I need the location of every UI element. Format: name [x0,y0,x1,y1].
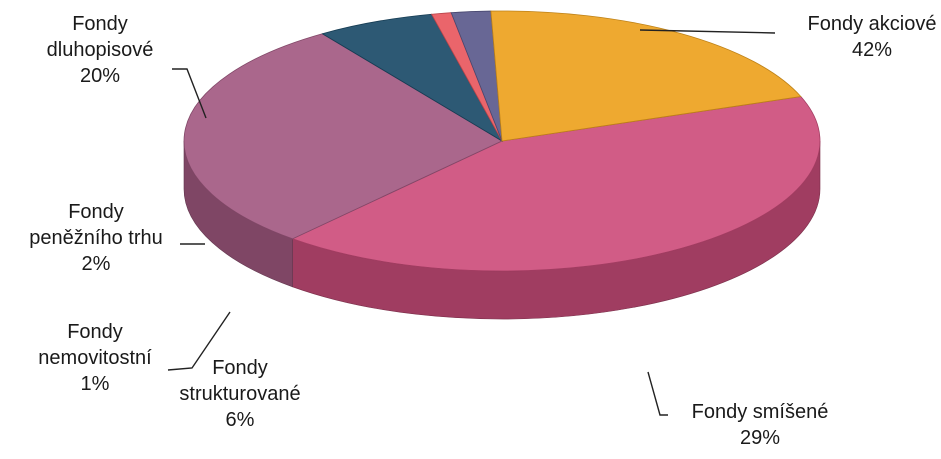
leader-line-0 [639,29,776,34]
pie-slice-2 [321,13,504,143]
slice-label-4-line-0: Fondy [68,201,124,223]
slice-percent-3: 1% [81,373,110,395]
slice-label-3-line-1: nemovitostní [38,347,152,369]
slice-percent-1: 29% [740,427,780,449]
leader-line-5 [172,68,207,119]
slice-label-5-line-0: Fondy [72,13,128,35]
slice-label-2-line-1: strukturované [179,383,300,405]
slice-label-0-line-0: Fondy akciové [808,13,937,35]
slice-label-1-line-0: Fondy smíšené [692,401,829,423]
leader-lines [167,29,776,416]
pie-slice-5 [490,10,802,142]
slice-labels: Fondy akciové 42% Fondy smíšené 29% Fondy str… [29,13,936,449]
pie-slice-0 [291,96,821,272]
slice-percent-0: 42% [852,39,892,61]
slice-percent-4: 2% [82,253,111,275]
slice-label-3-line-0: Fondy [67,321,123,343]
slice-label-4-line-1: peněžního trhu [29,227,162,249]
slice-percent-2: 6% [226,409,255,431]
leader-line-1 [647,371,668,416]
slice-label-5-line-1: dluhopisové [47,39,154,61]
leader-line-3 [167,311,231,371]
slice-label-2-line-0: Fondy [212,357,268,379]
slice-percent-5: 20% [80,65,120,87]
pie-slice-1 [183,33,503,240]
pie-slices [183,10,821,272]
